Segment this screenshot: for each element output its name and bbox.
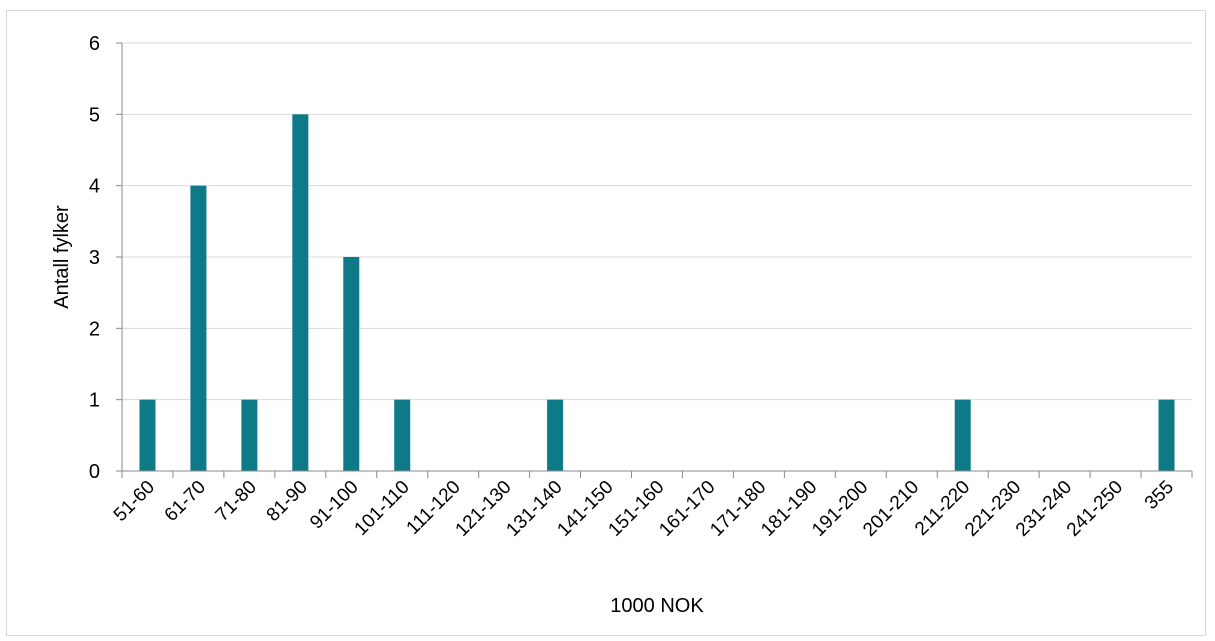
bar bbox=[547, 399, 564, 471]
x-tick-label: 355 bbox=[1141, 477, 1178, 514]
bar bbox=[343, 257, 360, 471]
y-tick-label: 3 bbox=[89, 247, 100, 269]
bar bbox=[1158, 399, 1175, 471]
x-tick-label: 51-60 bbox=[110, 477, 159, 526]
bar bbox=[241, 399, 258, 471]
x-tick-label: 161-170 bbox=[655, 477, 719, 541]
x-tick-label: 121-130 bbox=[452, 477, 516, 541]
x-tick-label: 131-140 bbox=[502, 477, 566, 541]
bars bbox=[139, 114, 1175, 471]
y-tick-label: 0 bbox=[89, 461, 100, 483]
x-tick-labels: 51-60 61-70 71-80 81-9091-100101-110111-120… bbox=[110, 471, 1193, 541]
x-tick-label: 141-150 bbox=[553, 477, 617, 541]
x-tick-label: 201-210 bbox=[859, 477, 923, 541]
y-tick-label: 1 bbox=[89, 390, 100, 412]
x-tick-label: 101-110 bbox=[351, 477, 414, 540]
bar bbox=[139, 399, 156, 471]
x-tick-label: 61-70 bbox=[161, 477, 210, 526]
bar bbox=[292, 114, 309, 471]
x-tick-label: 71-80 bbox=[212, 477, 261, 526]
x-tick-label: 221-230 bbox=[961, 477, 1025, 541]
y-tick-label: 2 bbox=[89, 318, 100, 340]
x-tick-label: 231-240 bbox=[1012, 477, 1076, 541]
x-tick-label: 171-180 bbox=[706, 477, 770, 541]
x-axis-title: 1000 NOK bbox=[610, 595, 704, 617]
gridlines bbox=[122, 42, 1192, 401]
x-tick-label: 191-200 bbox=[808, 477, 872, 541]
y-tick-label: 5 bbox=[89, 104, 100, 126]
x-tick-label: 181-190 bbox=[757, 477, 821, 541]
x-tick-label: 151-160 bbox=[604, 477, 668, 541]
y-tick-label: 6 bbox=[89, 33, 100, 55]
y-tick-labels: 0 1 2 3 4 5 6 bbox=[89, 33, 122, 483]
y-axis-title: Antall fylker bbox=[51, 205, 73, 309]
bar bbox=[954, 399, 971, 471]
bar bbox=[190, 185, 207, 471]
y-tick-label: 4 bbox=[89, 176, 100, 198]
bar bbox=[394, 399, 411, 471]
x-tick-label: 241-250 bbox=[1063, 477, 1127, 541]
x-tick-label: 81-90 bbox=[263, 477, 312, 526]
